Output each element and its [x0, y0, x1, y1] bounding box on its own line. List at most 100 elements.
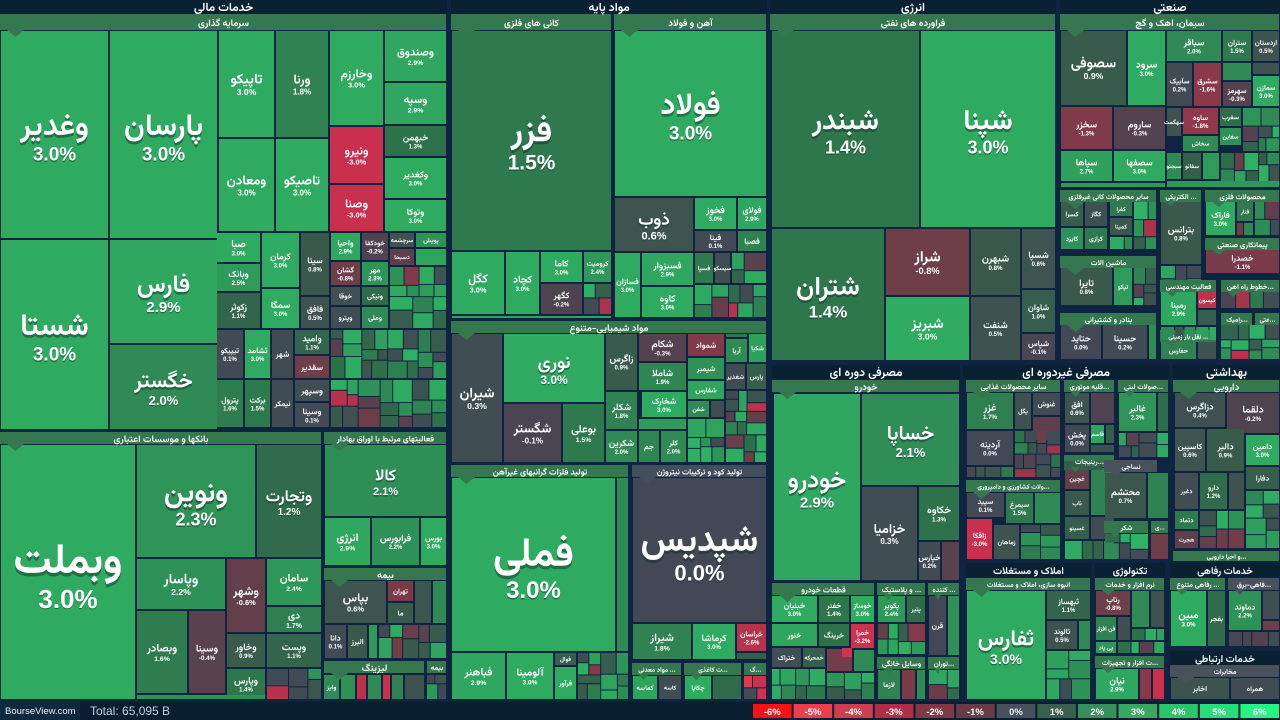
svg-text:3.0%: 3.0% — [33, 146, 76, 167]
svg-text:3.0%: 3.0% — [38, 585, 97, 615]
svg-text:3.0%: 3.0% — [990, 651, 1022, 667]
svg-text:0.8%: 0.8% — [988, 265, 1003, 272]
svg-text:-0.3%: -0.3% — [654, 351, 671, 358]
svg-text:3.0%: 3.0% — [470, 286, 487, 295]
svg-text:3.0%: 3.0% — [669, 124, 712, 145]
svg-text:3.0%: 3.0% — [1181, 622, 1196, 629]
svg-text:-3%: -3% — [886, 707, 903, 718]
svg-text:2.9%: 2.9% — [1110, 688, 1124, 694]
svg-text:1.6%: 1.6% — [154, 656, 170, 663]
svg-text:1.1%: 1.1% — [232, 314, 246, 320]
svg-text:1.5%: 1.5% — [1013, 511, 1027, 517]
svg-text:3.0%: 3.0% — [990, 652, 1022, 668]
svg-text:0.5%: 0.5% — [989, 332, 1003, 338]
svg-text:1.1%: 1.1% — [287, 654, 301, 660]
svg-text:-0.8%: -0.8% — [915, 266, 940, 276]
svg-text:2%: 2% — [1090, 707, 1104, 718]
svg-text:0.1%: 0.1% — [709, 244, 723, 250]
svg-text:0.5%: 0.5% — [1055, 638, 1069, 644]
svg-text:0.8%: 0.8% — [1174, 237, 1188, 243]
svg-text:0.7%: 0.7% — [1119, 499, 1133, 505]
svg-text:2.2%: 2.2% — [389, 545, 403, 551]
svg-text:3.0%: 3.0% — [967, 138, 1008, 158]
svg-text:2.9%: 2.9% — [745, 217, 759, 223]
svg-text:-0.2%: -0.2% — [554, 302, 570, 308]
svg-text:0.5%: 0.5% — [1259, 49, 1273, 55]
svg-text:3.0%: 3.0% — [1214, 222, 1228, 228]
svg-text:2.9%: 2.9% — [471, 680, 487, 687]
svg-text:3%: 3% — [1131, 707, 1145, 718]
svg-text:2.3%: 2.3% — [1131, 416, 1145, 422]
svg-text:3.0%: 3.0% — [856, 612, 870, 618]
svg-text:0.9%: 0.9% — [239, 654, 253, 660]
svg-text:3.0%: 3.0% — [142, 146, 185, 167]
svg-text:2.2%: 2.2% — [1238, 614, 1252, 620]
svg-text:3.0%: 3.0% — [1133, 170, 1147, 176]
svg-text:-1.8%: -1.8% — [1193, 124, 1209, 130]
svg-text:-0.3%: -0.3% — [1229, 97, 1245, 103]
svg-text:1.4%: 1.4% — [239, 688, 253, 694]
svg-text:3.0%: 3.0% — [1259, 94, 1273, 100]
svg-text:0.6%: 0.6% — [347, 605, 364, 614]
svg-text:-5%: -5% — [804, 707, 821, 718]
svg-text:0.0%: 0.0% — [674, 562, 724, 587]
svg-text:3.0%: 3.0% — [669, 125, 712, 146]
svg-text:0.0%: 0.0% — [983, 452, 997, 458]
svg-text:0.3%: 0.3% — [467, 401, 487, 411]
svg-text:0.9%: 0.9% — [1219, 454, 1233, 460]
svg-text:0.0%: 0.0% — [1070, 442, 1084, 448]
svg-text:2.4%: 2.4% — [591, 270, 605, 276]
svg-text:3.0%: 3.0% — [427, 545, 441, 551]
svg-text:-0.1%: -0.1% — [522, 436, 543, 445]
svg-text:2.2%: 2.2% — [171, 587, 191, 597]
svg-text:3.0%: 3.0% — [523, 679, 538, 686]
svg-text:1.8%: 1.8% — [615, 414, 629, 420]
svg-text:-3.0%: -3.0% — [347, 211, 367, 220]
svg-text:3.0%: 3.0% — [38, 584, 97, 614]
svg-text:3.0%: 3.0% — [918, 332, 938, 342]
svg-text:1.4%: 1.4% — [809, 303, 848, 322]
svg-text:0.1%: 0.1% — [223, 357, 237, 363]
svg-text:3.0%: 3.0% — [348, 81, 365, 90]
svg-text:0.6%: 0.6% — [641, 231, 666, 243]
svg-text:0.8%: 0.8% — [1080, 290, 1094, 296]
svg-text:1.9%: 1.9% — [656, 380, 670, 386]
svg-text:0.9%: 0.9% — [615, 366, 629, 372]
svg-text:2.0%: 2.0% — [667, 450, 681, 456]
svg-text:1.4%: 1.4% — [825, 138, 866, 158]
svg-text:3.0%: 3.0% — [231, 251, 246, 258]
svg-text:1.3%: 1.3% — [409, 145, 423, 151]
svg-text:3.0%: 3.0% — [707, 645, 721, 651]
svg-text:-0.4%: -0.4% — [199, 655, 216, 662]
svg-text:1.5%: 1.5% — [576, 437, 592, 444]
svg-text:3.0%: 3.0% — [251, 357, 265, 363]
svg-text:-6%: -6% — [764, 707, 781, 718]
svg-text:2.9%: 2.9% — [800, 495, 834, 512]
svg-text:0.6%: 0.6% — [1032, 262, 1046, 268]
svg-text:0.6%: 0.6% — [641, 232, 666, 244]
svg-text:2.9%: 2.9% — [146, 300, 180, 317]
svg-text:0.1%: 0.1% — [329, 645, 343, 651]
svg-text:3.0%: 3.0% — [237, 188, 255, 197]
svg-text:3.0%: 3.0% — [515, 286, 530, 293]
svg-text:-3.2%: -3.2% — [855, 639, 871, 645]
svg-text:2.5%: 2.5% — [232, 281, 246, 287]
svg-text:3.0%: 3.0% — [621, 288, 635, 294]
svg-text:3.0%: 3.0% — [788, 612, 802, 618]
svg-text:2.1%: 2.1% — [373, 487, 398, 499]
svg-text:-0.8%: -0.8% — [338, 277, 354, 283]
svg-text:6%: 6% — [1253, 707, 1267, 718]
svg-text:2.0%: 2.0% — [615, 450, 629, 456]
svg-text:3.0%: 3.0% — [274, 264, 288, 270]
svg-text:3.0%: 3.0% — [33, 346, 76, 367]
svg-text:0.6%: 0.6% — [1070, 411, 1084, 417]
svg-text:1.7%: 1.7% — [983, 414, 998, 421]
svg-text:1.8%: 1.8% — [654, 645, 670, 652]
svg-text:1.5%: 1.5% — [508, 152, 556, 175]
svg-text:2.0%: 2.0% — [149, 393, 179, 408]
svg-text:0.2%: 0.2% — [1118, 346, 1132, 352]
svg-text:3.0%: 3.0% — [506, 577, 561, 604]
svg-text:2.9%: 2.9% — [146, 299, 180, 316]
svg-text:3.0%: 3.0% — [540, 374, 568, 388]
svg-text:-1.3%: -1.3% — [1079, 132, 1095, 138]
